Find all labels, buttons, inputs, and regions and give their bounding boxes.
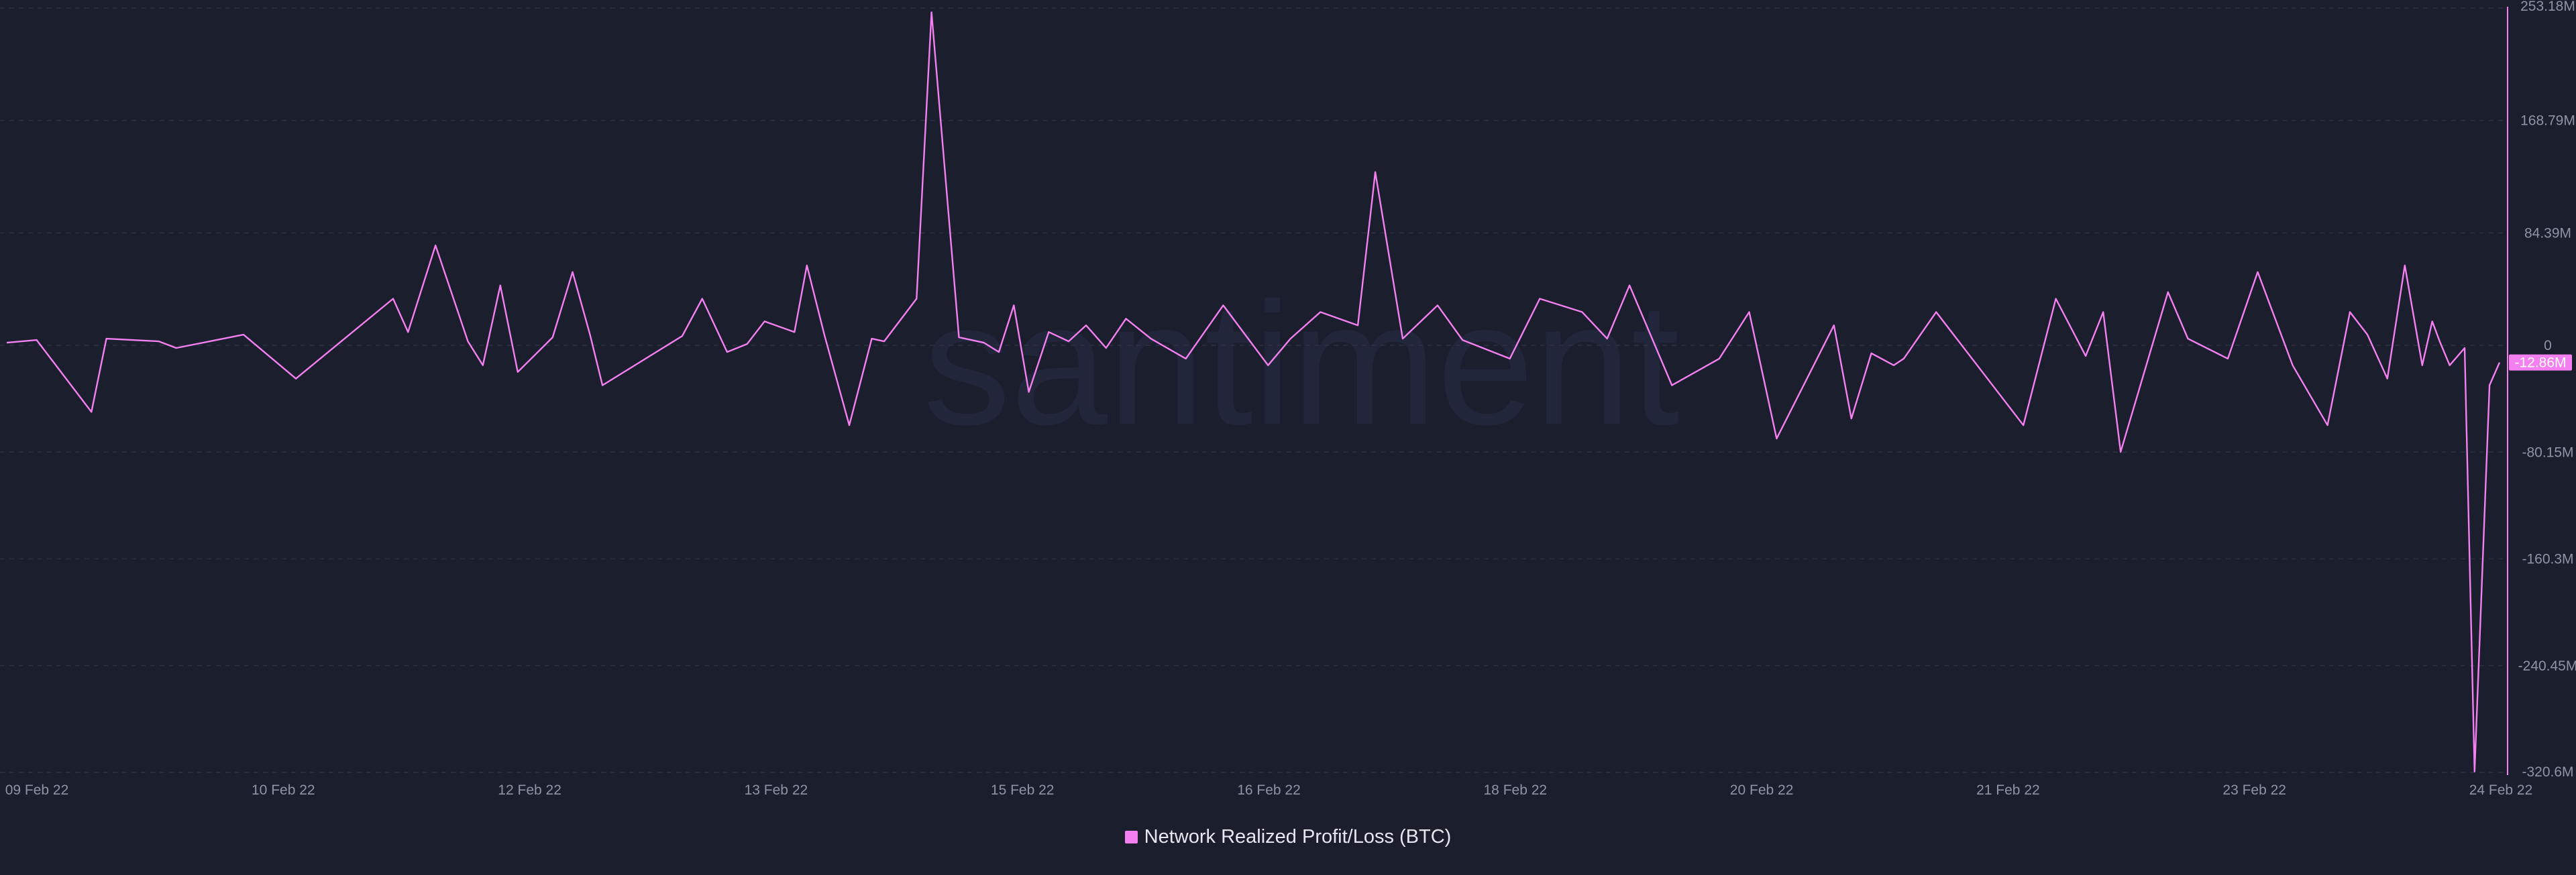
y-axis-ticks: 253.18M 168.79M 84.39M 0 -80.15M -160.3M -240.… — [2518, 0, 2576, 780]
y-tick-label: -240.45M — [2518, 658, 2576, 674]
x-tick-label: 10 Feb 22 — [252, 782, 315, 798]
x-tick-label: 09 Feb 22 — [5, 782, 69, 798]
x-tick-label: 21 Feb 22 — [1976, 782, 2040, 798]
x-tick-label: 24 Feb 22 — [2469, 782, 2533, 798]
y-tick-label: -80.15M — [2522, 445, 2573, 460]
santiment-watermark: santiment — [923, 267, 1680, 461]
series-line — [6, 11, 2501, 773]
x-tick-label: 16 Feb 22 — [1237, 782, 1301, 798]
legend-swatch — [1124, 831, 1138, 843]
current-value-label: -12.86M — [2514, 355, 2566, 371]
chart-legend[interactable]: Network Realized Profit/Loss (BTC) — [0, 826, 2576, 848]
x-tick-label: 23 Feb 22 — [2222, 782, 2286, 798]
y-tick-label: 0 — [2544, 338, 2552, 353]
x-tick-label: 13 Feb 22 — [745, 782, 808, 798]
y-tick-label: -320.6M — [2522, 764, 2573, 780]
y-tick-label: 253.18M — [2520, 0, 2575, 14]
x-tick-label: 15 Feb 22 — [991, 782, 1055, 798]
x-tick-label: 12 Feb 22 — [498, 782, 561, 798]
legend-label: Network Realized Profit/Loss (BTC) — [1144, 826, 1452, 848]
y-tick-label: -160.3M — [2522, 552, 2573, 567]
y-tick-label: 168.79M — [2520, 113, 2575, 129]
x-axis-ticks: 09 Feb 22 10 Feb 22 12 Feb 22 13 Feb 22 15 F… — [5, 782, 2533, 798]
x-tick-label: 20 Feb 22 — [1730, 782, 1794, 798]
y-tick-label: 84.39M — [2524, 225, 2571, 241]
current-value-badge: -12.86M — [2509, 354, 2572, 371]
series-layer — [6, 11, 2501, 773]
x-tick-label: 18 Feb 22 — [1484, 782, 1548, 798]
current-value-badge-bg — [2509, 354, 2572, 371]
